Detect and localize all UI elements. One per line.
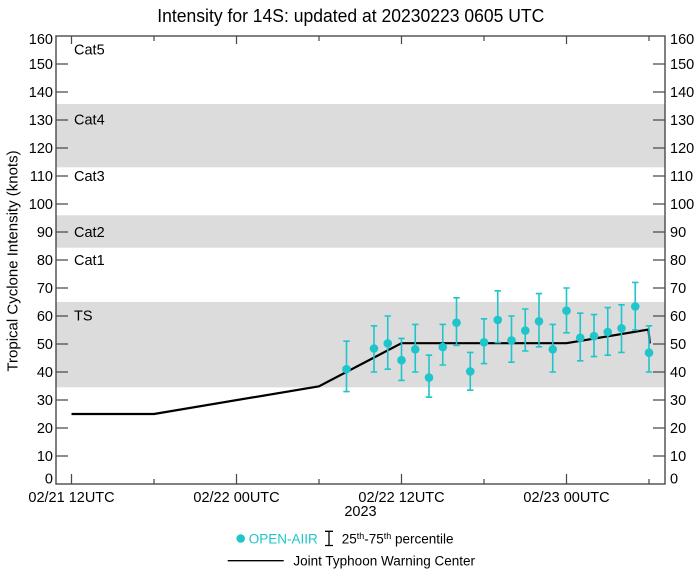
svg-text:30: 30	[670, 393, 686, 409]
svg-text:40: 40	[37, 365, 53, 381]
svg-text:40: 40	[670, 365, 686, 381]
svg-text:Tropical Cyclone Intensity (kn: Tropical Cyclone Intensity (knots)	[5, 150, 22, 371]
svg-text:90: 90	[37, 225, 53, 241]
svg-text:70: 70	[670, 281, 686, 297]
svg-text:25th-75th percentile: 25th-75th percentile	[342, 531, 454, 547]
svg-text:Intensity for 14S: updated at: Intensity for 14S: updated at 20230223 0…	[157, 6, 544, 26]
svg-text:110: 110	[30, 169, 53, 185]
svg-text:150: 150	[29, 57, 53, 73]
svg-text:160: 160	[29, 32, 53, 48]
svg-text:Joint Typhoon Warning Center: Joint Typhoon Warning Center	[293, 553, 475, 568]
svg-text:02/21 12UTC: 02/21 12UTC	[28, 490, 114, 506]
svg-text:60: 60	[37, 309, 53, 325]
svg-text:100: 100	[29, 197, 53, 213]
svg-text:60: 60	[670, 309, 686, 325]
svg-text:30: 30	[37, 393, 53, 409]
svg-text:Cat3: Cat3	[74, 169, 105, 185]
svg-text:02/22 12UTC: 02/22 12UTC	[358, 490, 444, 506]
svg-text:OPEN-AIIR: OPEN-AIIR	[249, 531, 318, 546]
svg-text:70: 70	[37, 281, 53, 297]
svg-text:02/23 00UTC: 02/23 00UTC	[523, 490, 609, 506]
svg-text:20: 20	[37, 421, 53, 437]
svg-text:100: 100	[670, 197, 694, 213]
svg-text:160: 160	[670, 32, 694, 48]
svg-text:90: 90	[670, 225, 686, 241]
svg-text:140: 140	[29, 85, 53, 101]
svg-text:10: 10	[37, 449, 53, 465]
svg-text:130: 130	[670, 113, 694, 129]
svg-text:02/22 00UTC: 02/22 00UTC	[193, 490, 279, 506]
svg-text:TS: TS	[74, 309, 93, 325]
svg-text:80: 80	[37, 253, 53, 269]
svg-text:110: 110	[670, 169, 693, 185]
svg-text:Cat1: Cat1	[74, 253, 105, 269]
svg-text:Cat2: Cat2	[74, 225, 105, 241]
svg-text:80: 80	[670, 253, 686, 269]
svg-text:120: 120	[29, 141, 53, 157]
svg-text:Cat5: Cat5	[74, 43, 105, 59]
svg-text:0: 0	[670, 472, 678, 488]
svg-text:50: 50	[37, 337, 53, 353]
svg-text:130: 130	[29, 113, 53, 129]
svg-text:Cat4: Cat4	[74, 113, 105, 129]
svg-text:0: 0	[45, 472, 53, 488]
svg-text:50: 50	[670, 337, 686, 353]
svg-text:2023: 2023	[344, 504, 376, 520]
svg-text:20: 20	[670, 421, 686, 437]
svg-text:10: 10	[670, 449, 686, 465]
svg-text:150: 150	[670, 57, 694, 73]
svg-text:120: 120	[670, 141, 694, 157]
svg-text:140: 140	[670, 85, 694, 101]
